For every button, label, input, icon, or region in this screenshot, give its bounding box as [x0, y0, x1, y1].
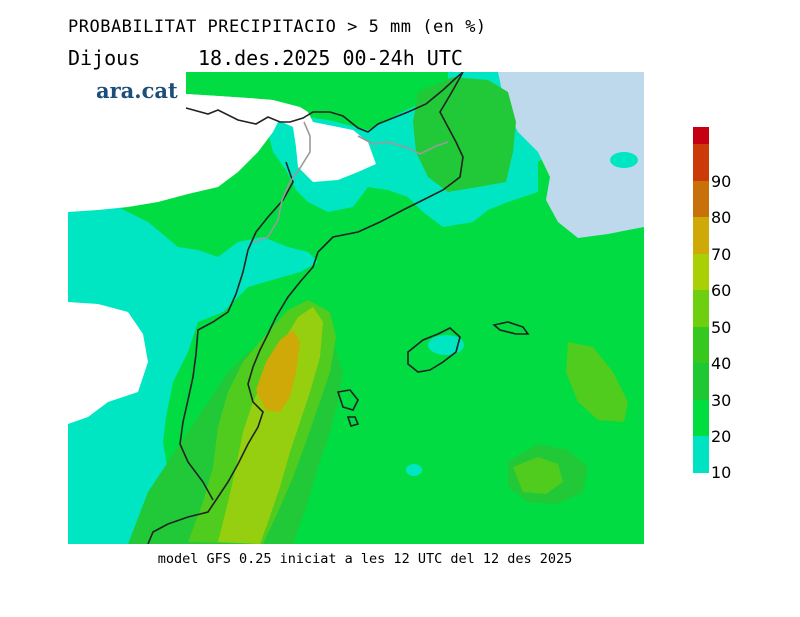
zone-below-10-north — [186, 94, 376, 182]
forecast-day: Dijous — [68, 46, 141, 70]
model-caption: model GFS 0.25 iniciat a les 12 UTC del … — [157, 551, 573, 567]
legend-swatch — [693, 144, 709, 181]
ara-cat-logo: ara.cat — [96, 78, 178, 103]
patch-10-20-south — [406, 464, 422, 476]
legend-label: 40 — [711, 354, 732, 373]
zone-10-20-west — [68, 202, 318, 544]
map-title: PROBABILITAT PRECIPITACIO > 5 mm (en %) — [68, 17, 487, 37]
coastline-menorca — [492, 321, 530, 335]
legend-swatch — [693, 436, 709, 473]
coastline-north — [185, 72, 464, 133]
coastline-inland-border — [179, 161, 294, 501]
border-andorra-france — [252, 121, 311, 243]
legend-swatch — [693, 253, 709, 290]
legend-swatch — [693, 127, 709, 144]
legend-label: 20 — [711, 427, 732, 446]
coastline-mallorca — [407, 327, 461, 373]
legend-label: 70 — [711, 244, 732, 264]
precipitation-probability-map — [68, 72, 644, 544]
legend-swatch — [693, 217, 709, 254]
legend-swatch — [693, 363, 709, 400]
zone-60-70-core — [256, 330, 300, 412]
legend-label: 60 — [711, 281, 732, 300]
zone-below-10-west — [68, 72, 283, 212]
legend-swatch — [693, 399, 709, 436]
patch-10-20-mallorca — [428, 335, 464, 355]
zone-no-data — [498, 72, 644, 238]
zone-40-50-south — [513, 457, 563, 494]
zone-below-10-atlantic — [68, 302, 148, 424]
coastline-formentera — [346, 416, 360, 427]
legend-swatch — [693, 290, 709, 327]
legend-label: 50 — [711, 317, 732, 337]
coastline-ibiza — [336, 389, 359, 411]
legend-swatch — [693, 180, 709, 217]
legend-label: 30 — [711, 390, 732, 410]
legend-label: 80 — [711, 208, 732, 227]
zone-40-50-east — [566, 342, 628, 422]
patch-10-20-east — [610, 152, 638, 168]
legend-swatch — [693, 326, 709, 363]
legend-label: 10 — [711, 462, 732, 482]
coastline-east-catalonia — [147, 72, 464, 544]
color-legend — [693, 127, 709, 473]
zone-30-40-north — [413, 77, 516, 192]
forecast-date-range: 18.des.2025 00-24h UTC — [198, 46, 463, 70]
legend-label: 90 — [711, 171, 732, 191]
border-pyrenees — [357, 135, 449, 155]
